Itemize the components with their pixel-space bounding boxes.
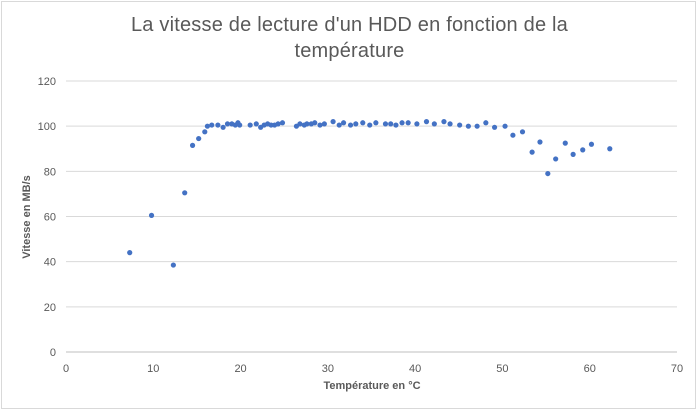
data-point xyxy=(510,132,516,138)
y-tick-label: 0 xyxy=(50,347,56,359)
gridlines xyxy=(66,80,677,353)
x-tick-labels: 0 10 20 30 40 50 60 70 xyxy=(63,363,683,375)
data-point xyxy=(373,120,379,126)
data-point xyxy=(465,123,471,129)
data-point xyxy=(220,124,226,130)
data-point xyxy=(483,120,489,126)
data-point xyxy=(431,121,437,127)
x-axis-title: Température en °C xyxy=(323,380,420,392)
y-tick-label: 20 xyxy=(44,302,56,314)
data-point xyxy=(253,121,259,127)
data-point xyxy=(224,121,231,127)
y-tick-label: 120 xyxy=(38,76,56,88)
data-point xyxy=(215,122,221,128)
data-point xyxy=(607,146,613,152)
data-point xyxy=(209,122,215,128)
data-point xyxy=(529,149,535,155)
data-point xyxy=(182,190,188,196)
y-tick-label: 60 xyxy=(44,212,56,224)
chart-title-line-1: La vitesse de lecture d'un HDD en foncti… xyxy=(130,14,568,36)
x-tick-label: 40 xyxy=(409,363,421,375)
data-point xyxy=(474,123,480,129)
data-point xyxy=(405,120,411,126)
data-point xyxy=(170,262,176,268)
x-tick-label: 10 xyxy=(147,363,159,375)
data-point xyxy=(393,122,399,128)
data-point xyxy=(545,170,551,177)
data-point xyxy=(317,122,323,128)
data-point xyxy=(457,122,463,128)
x-tick-label: 60 xyxy=(584,363,596,375)
data-point xyxy=(441,119,447,125)
x-tick-label: 20 xyxy=(234,363,246,375)
x-tick-label: 0 xyxy=(63,363,69,375)
y-axis-title: Vitesse en MB/s xyxy=(21,175,33,259)
y-tick-labels: 0 20 40 60 80 100 120 xyxy=(38,76,56,359)
data-point xyxy=(519,129,526,135)
data-point xyxy=(148,212,155,218)
data-point xyxy=(570,151,576,157)
data-point xyxy=(196,135,202,142)
y-tick-label: 40 xyxy=(44,257,56,269)
data-points xyxy=(127,119,613,268)
data-point xyxy=(347,122,354,128)
data-point xyxy=(537,139,543,145)
data-point xyxy=(382,121,389,127)
data-point xyxy=(367,122,373,128)
data-point xyxy=(580,147,586,153)
data-point xyxy=(491,124,498,130)
data-point xyxy=(279,120,286,126)
x-tick-label: 50 xyxy=(496,363,508,375)
x-tick-label: 30 xyxy=(322,363,334,375)
data-point xyxy=(330,119,336,125)
data-point xyxy=(336,122,342,128)
x-tick-label: 70 xyxy=(671,363,683,375)
data-point xyxy=(360,120,366,126)
data-point xyxy=(202,129,208,135)
data-point xyxy=(353,121,359,127)
data-point xyxy=(297,121,303,127)
data-point xyxy=(553,156,559,162)
data-point xyxy=(414,121,420,127)
chart-title: La vitesse de lecture d'un HDD en foncti… xyxy=(0,12,699,64)
data-point xyxy=(237,122,243,128)
data-point xyxy=(502,123,508,129)
data-point xyxy=(204,123,211,129)
data-point xyxy=(447,121,453,127)
data-point xyxy=(247,122,253,128)
data-point xyxy=(321,121,327,127)
data-point xyxy=(189,142,196,148)
data-point xyxy=(275,121,281,127)
y-tick-label: 80 xyxy=(44,166,56,178)
data-point xyxy=(388,121,394,127)
y-tick-label: 100 xyxy=(38,121,56,133)
data-point xyxy=(340,120,347,126)
data-point xyxy=(312,120,318,126)
data-point xyxy=(562,140,568,146)
data-point xyxy=(399,120,405,126)
chart-title-line-2: température xyxy=(294,40,405,62)
data-point xyxy=(304,121,310,127)
data-point xyxy=(588,141,595,147)
data-point xyxy=(127,250,133,256)
data-point xyxy=(423,119,430,125)
